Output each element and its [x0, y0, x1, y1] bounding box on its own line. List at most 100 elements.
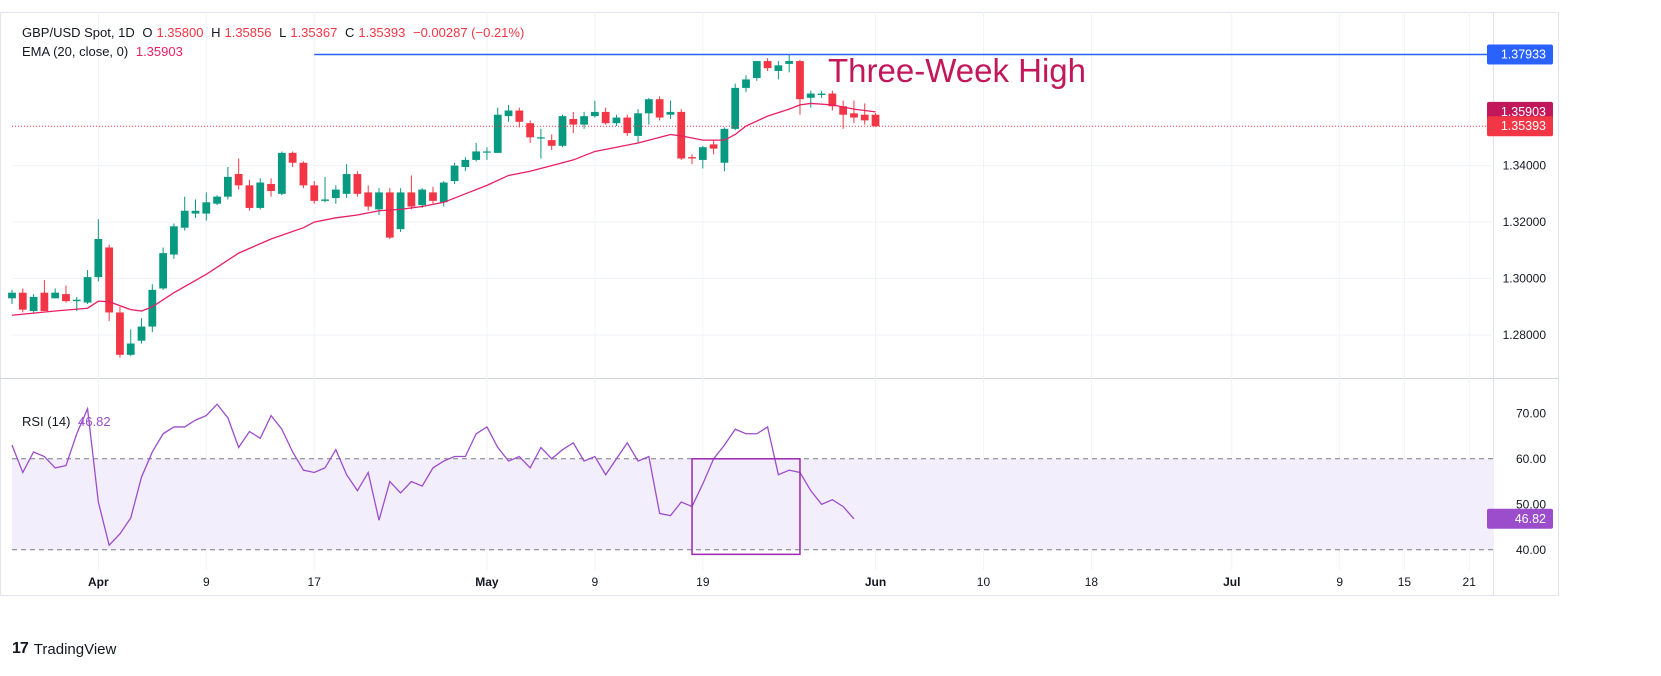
candle-body: [515, 110, 524, 122]
ema-legend-value: 1.35903: [135, 44, 183, 59]
candle-body: [170, 226, 178, 255]
candle-body: [839, 106, 848, 115]
candle: [94, 219, 103, 282]
ema-series: [11, 102, 876, 316]
candle: [515, 107, 524, 128]
open-label: O: [142, 25, 153, 40]
candle-body: [644, 99, 653, 114]
candle-body: [483, 151, 491, 153]
candle-body: [234, 174, 243, 186]
candle: [267, 178, 275, 197]
candle: [612, 114, 621, 127]
symbol-title[interactable]: GBP/USD Spot, 1D: [22, 25, 135, 40]
overlays: [12, 53, 1494, 556]
candle: [742, 75, 750, 93]
change-value: −0.00287 (−0.21%): [412, 25, 525, 40]
candle-body: [277, 152, 286, 194]
candle-body: [601, 111, 610, 124]
candle-body: [267, 183, 275, 191]
candle-body: [526, 123, 535, 138]
price-tick-label: 1.28000: [1503, 328, 1547, 342]
candle-body: [288, 152, 297, 163]
tradingview-name: TradingView: [33, 640, 117, 658]
candles: [8, 54, 880, 358]
ema-legend[interactable]: EMA (20, close, 0) 1.35903: [22, 44, 187, 59]
time-tick-label: 9: [1336, 575, 1343, 589]
candle: [558, 114, 567, 148]
candle: [677, 109, 686, 160]
candle: [580, 111, 588, 129]
candle-body: [342, 174, 351, 194]
candle-body: [461, 159, 470, 167]
tradingview-logo[interactable]: 17 TradingView: [12, 640, 116, 658]
candle: [817, 90, 826, 98]
candle-body: [353, 174, 362, 194]
candle-body: [742, 79, 750, 88]
candle: [137, 318, 146, 344]
candle: [493, 107, 502, 153]
candle: [644, 97, 653, 125]
candle: [385, 188, 394, 240]
candle: [850, 100, 858, 124]
candle: [18, 288, 27, 313]
candle: [277, 151, 286, 196]
candle: [828, 90, 837, 111]
candle-body: [634, 113, 642, 136]
candle: [51, 288, 60, 299]
candle-body: [504, 110, 513, 117]
candle-body: [558, 116, 567, 146]
candle: [504, 104, 513, 122]
rsi-current-label: 46.82: [1487, 508, 1553, 529]
candle-body: [94, 239, 103, 278]
candle-body: [698, 147, 707, 160]
candle: [83, 270, 92, 304]
candle-body: [763, 61, 772, 69]
candle-body: [385, 192, 394, 238]
candle-body: [450, 165, 459, 182]
candle: [483, 147, 491, 160]
price-tick-label: 1.34000: [1503, 159, 1547, 173]
candle: [353, 171, 362, 197]
candle: [8, 289, 16, 304]
axes: 1.28000 1.30000 1.32000 1.34000 Apr 9 17 May 9 19…: [88, 44, 1553, 589]
candle-body: [364, 192, 373, 207]
candle: [29, 294, 38, 313]
candle: [634, 109, 642, 143]
candle: [429, 186, 437, 204]
time-tick-label: 15: [1398, 575, 1412, 589]
open-value: 1.35800: [156, 25, 204, 40]
rsi-band: [12, 458, 1494, 551]
candle: [526, 120, 535, 143]
rsi-legend[interactable]: RSI (14) 46.82: [22, 414, 115, 429]
price-badge-bg: [1487, 116, 1553, 137]
candle: [472, 142, 481, 162]
candle-body: [860, 114, 869, 121]
candle: [342, 164, 351, 199]
candle-body: [375, 192, 383, 210]
candle: [709, 140, 718, 155]
candle-body: [774, 65, 783, 71]
candle-body: [655, 99, 664, 118]
high-label: H: [211, 25, 221, 40]
rsi-tick-label: 50.00: [1516, 497, 1546, 511]
candle-body: [202, 202, 211, 214]
candle-body: [223, 176, 232, 197]
candle-body: [537, 137, 545, 139]
candle: [245, 179, 254, 211]
time-tick-label: Apr: [88, 575, 109, 589]
price-tick-label: 1.32000: [1503, 215, 1547, 229]
candle: [407, 175, 416, 210]
candle: [191, 199, 200, 218]
candle: [860, 103, 869, 125]
candle-body: [29, 296, 38, 312]
candle-body: [418, 189, 427, 206]
candle: [785, 54, 794, 73]
candle: [839, 100, 848, 129]
candle-body: [191, 210, 200, 214]
ema-line: [11, 102, 876, 316]
candle-body: [688, 157, 696, 159]
candle: [547, 134, 556, 151]
ema-legend-label: EMA (20, close, 0): [22, 44, 129, 59]
candle: [806, 90, 815, 108]
